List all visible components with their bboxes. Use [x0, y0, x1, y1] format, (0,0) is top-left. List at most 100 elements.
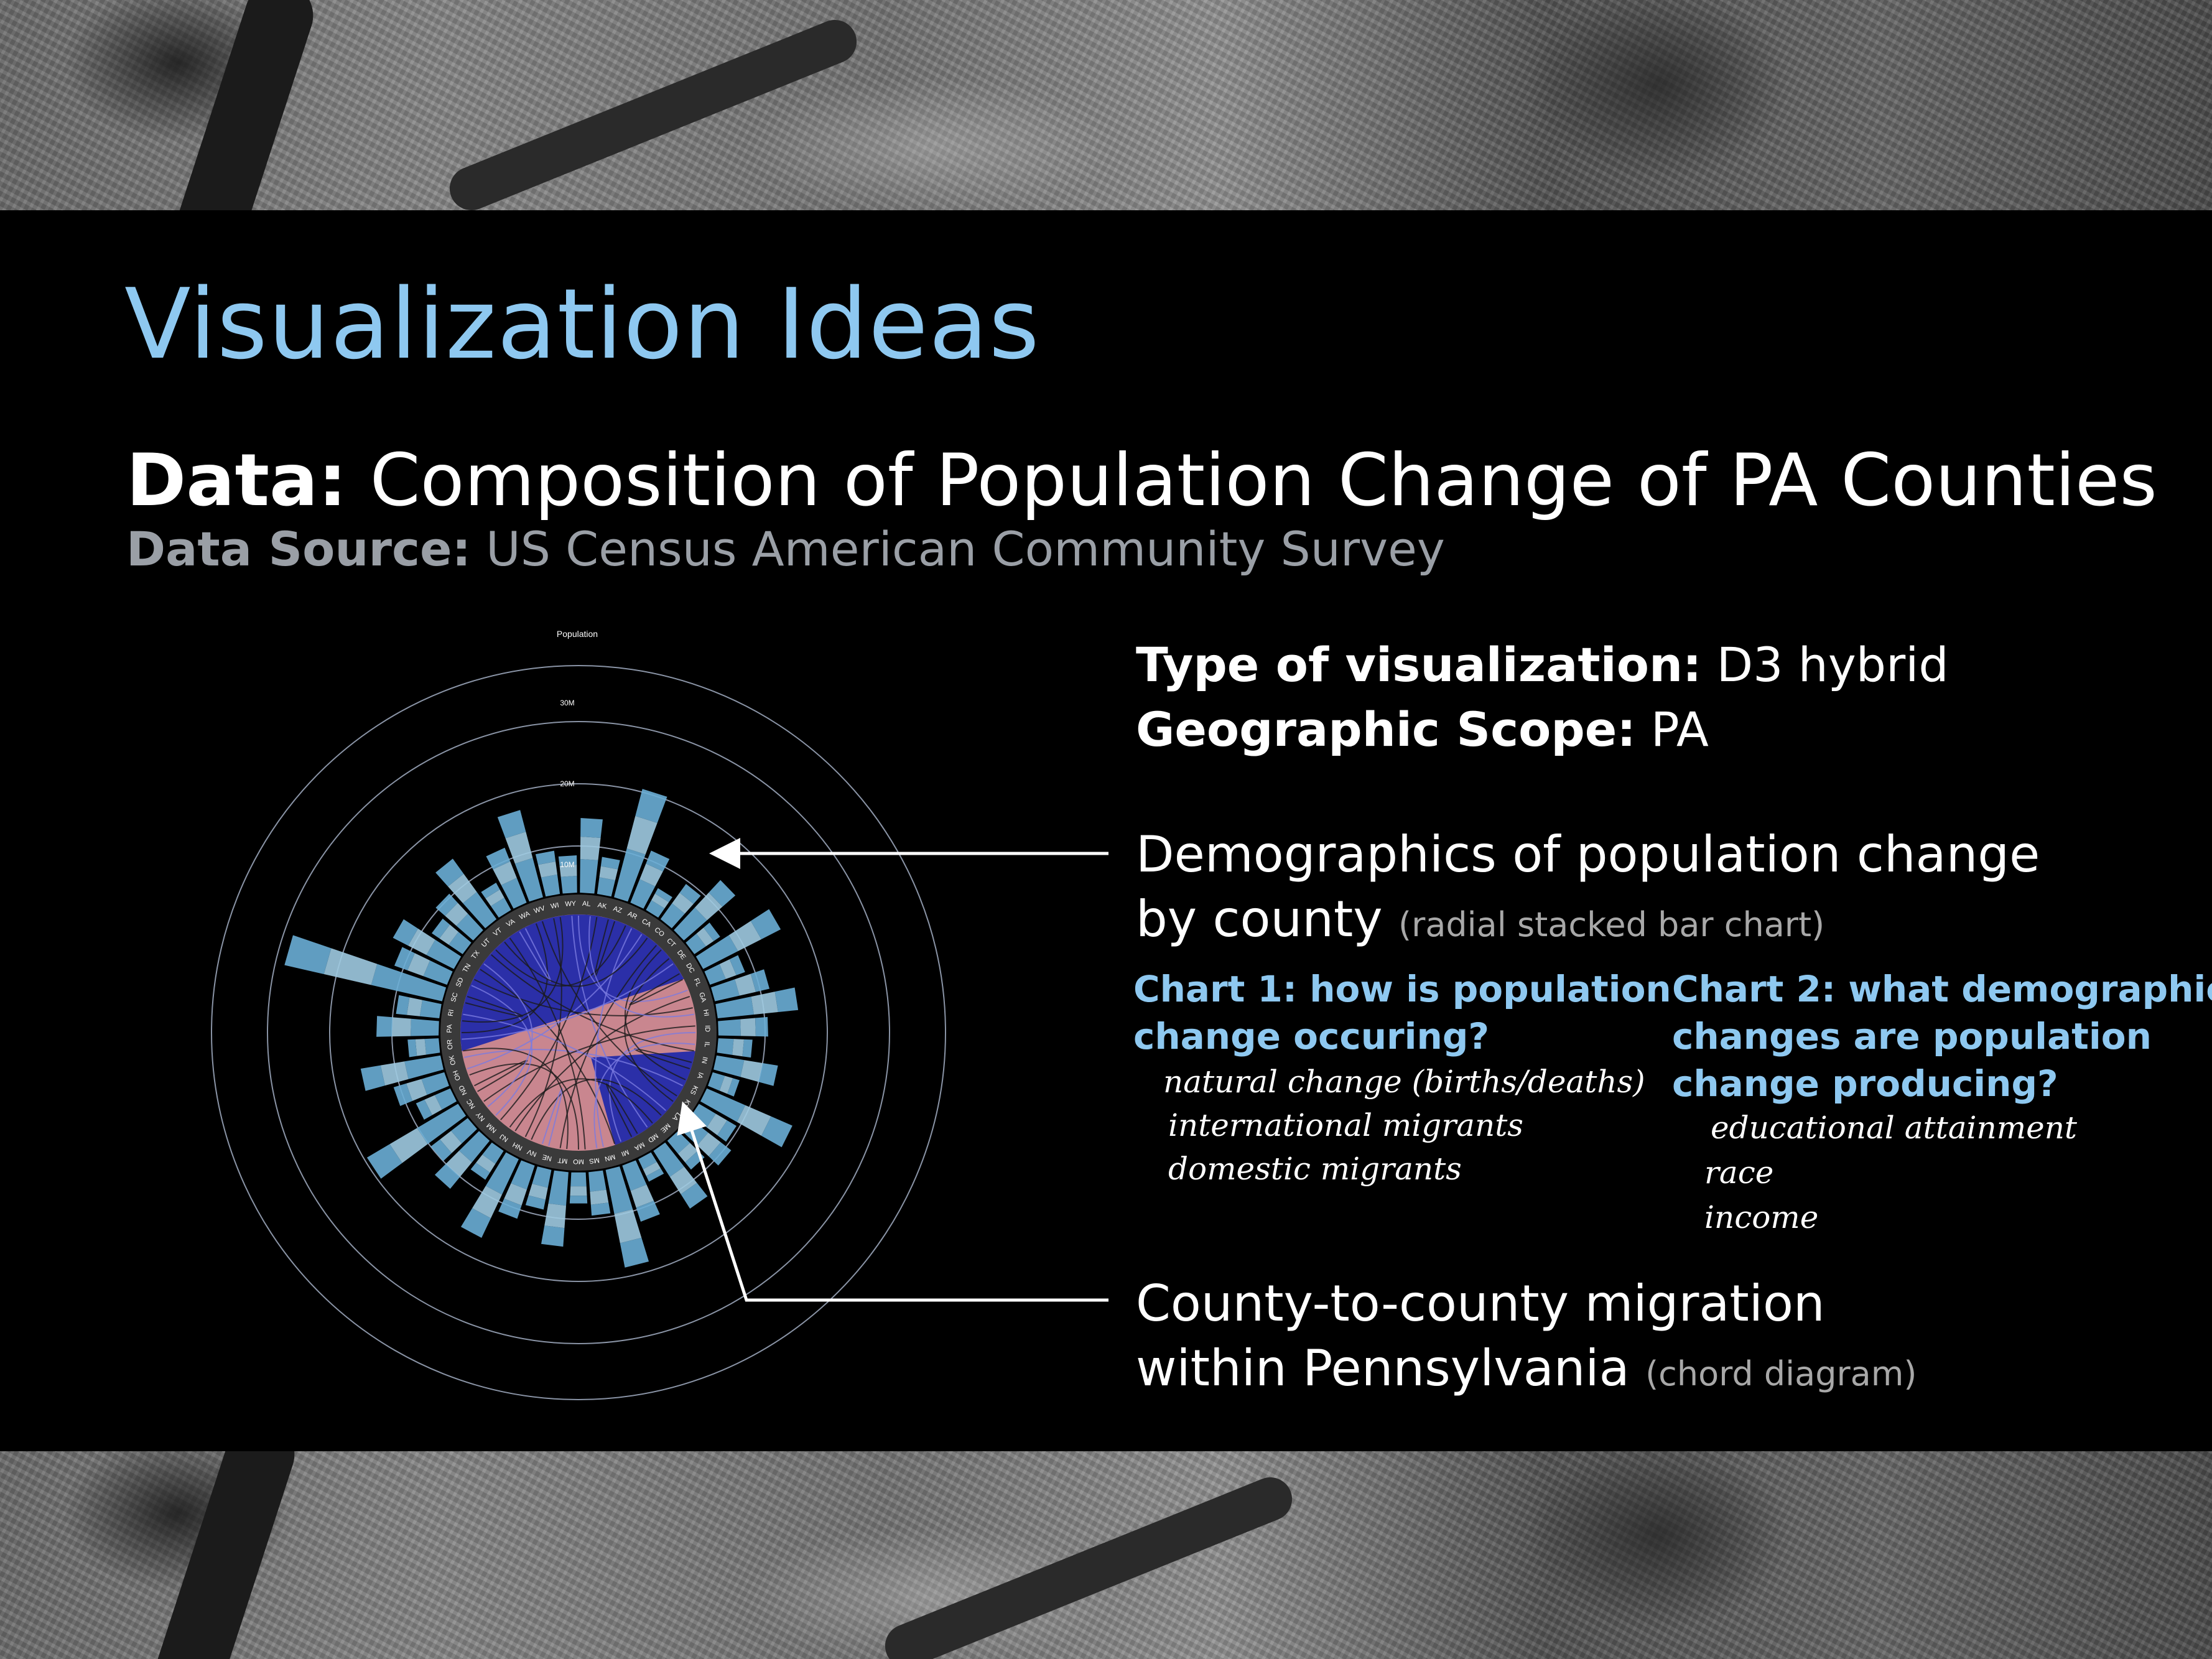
grid-ring	[211, 665, 946, 1400]
state-label: KS	[689, 1084, 699, 1095]
radial-bar-segment	[393, 1083, 412, 1106]
radial-bar-segment	[417, 1104, 467, 1145]
chord-line	[593, 1043, 695, 1148]
radial-bar-segment	[404, 1055, 444, 1079]
radial-bar-segment	[740, 1060, 763, 1082]
radial-bar-segment	[597, 877, 616, 897]
chord-line	[467, 934, 643, 1070]
state-label: GA	[697, 992, 707, 1003]
radial-bar-segment	[511, 1160, 535, 1190]
chord-line	[571, 916, 648, 1128]
radial-bar-segment	[525, 1195, 546, 1210]
state-label: NE	[542, 1153, 553, 1162]
chord-line	[559, 945, 657, 1148]
chord-line	[474, 978, 693, 1016]
radial-bar-segment	[622, 1160, 647, 1191]
migration-line2: within Pennsylvania	[1136, 1339, 1630, 1397]
state-label: NV	[526, 1148, 537, 1158]
radial-bar-segment	[424, 1038, 440, 1055]
radial-bar-segment	[630, 879, 656, 909]
radial-bar-segment	[504, 1183, 527, 1206]
radial-bar-segment	[696, 927, 714, 947]
axis-title: Population	[557, 629, 598, 639]
radial-bar-segment	[626, 816, 658, 855]
radial-bar-segment	[646, 850, 670, 871]
radial-bar-segment	[380, 1061, 409, 1086]
radial-chord-chart: AL AK AZARCACOCTDEDCFLGAHIIDILINIAKSKYLAME…	[211, 629, 946, 1400]
chart2-heading: Chart 2: what demographic changes are po…	[1672, 965, 2212, 1107]
state-label: WY	[565, 900, 577, 908]
radial-bar-segment	[482, 1142, 504, 1164]
chord-line	[471, 985, 532, 1116]
radial-bar-segment	[393, 919, 418, 946]
radial-bar-segment	[371, 964, 447, 1001]
radial-bar-segment	[497, 810, 526, 839]
migration-line2-wrap: within Pennsylvania (chord diagram)	[1136, 1336, 1917, 1406]
source-line: Data Source: US Census American Communit…	[126, 521, 1445, 577]
radial-bar-segment	[672, 893, 694, 914]
radial-bar-segment	[735, 974, 756, 996]
radial-bar-segment	[430, 1139, 452, 1161]
radial-bar-segment	[570, 1186, 587, 1196]
chord-line	[629, 973, 683, 1005]
migration-line1: County-to-county migration	[1136, 1275, 1825, 1332]
radial-bar-segment	[470, 1163, 490, 1180]
radial-bar-segment	[541, 874, 560, 897]
scope-value: PA	[1650, 702, 1709, 757]
state-label: IL	[703, 1041, 711, 1048]
demographics-callout: Demographics of population change by cou…	[1136, 822, 2040, 957]
radial-bar-segment	[719, 1076, 733, 1094]
chord-line	[480, 969, 616, 1145]
radial-bar-segment	[406, 997, 422, 1016]
radial-bar-segment	[638, 1152, 657, 1169]
radial-bar-segment	[421, 1072, 449, 1095]
radial-bar-segment	[614, 848, 646, 902]
radial-bar-segment	[654, 888, 672, 903]
state-label: MT	[557, 1156, 569, 1165]
chord-region	[591, 1051, 695, 1145]
radial-bar-segment	[406, 1079, 427, 1101]
state-label: WV	[533, 904, 546, 915]
radial-bar-segment	[569, 1196, 588, 1204]
state-label: AK	[597, 901, 608, 911]
radial-bar-segment	[538, 861, 557, 878]
radial-bar-segment	[635, 789, 667, 824]
river-shape	[138, 1451, 304, 1659]
chart-figure: AL AK AZ AR CA CO CT DE DC FL GA HI ID IL IN IA KS KY LA ME…	[149, 610, 1008, 1449]
radial-bar-segment	[728, 921, 761, 952]
radial-bar-segment	[570, 1172, 587, 1187]
chart2-item: educational attainment	[1711, 1110, 2077, 1146]
chart1-heading-line1: Chart 1: how is population	[1133, 968, 1671, 1010]
type-line: Type of visualization: D3 hybrid	[1136, 637, 1949, 692]
radial-bar-segment	[434, 1088, 457, 1110]
radial-bar-segment	[646, 900, 665, 918]
state-label: ID	[704, 1025, 711, 1032]
chord-line	[462, 963, 674, 1040]
state-label: OH	[452, 1069, 462, 1082]
radial-bar-segment	[560, 876, 577, 894]
state-label: AL	[582, 900, 591, 908]
radial-bar-segment	[685, 933, 706, 954]
state-label: SC	[450, 992, 460, 1003]
radial-bar-segment	[755, 1016, 768, 1037]
chord-line	[588, 916, 694, 1018]
data-value: Composition of Population Change of PA C…	[369, 439, 2157, 523]
chord-line	[514, 995, 690, 1132]
chord-line	[500, 917, 598, 1120]
radial-bar-segment	[416, 1099, 432, 1120]
radial-bar-segment	[717, 1038, 734, 1055]
chart1-heading: Chart 1: how is population change occuri…	[1133, 965, 1671, 1060]
radial-bar-segment	[435, 893, 458, 916]
chord-line	[464, 1049, 683, 1087]
radial-bar-segment	[667, 1131, 690, 1154]
state-label: AZ	[612, 905, 623, 915]
radial-bar-segment	[448, 873, 477, 903]
radial-bar-segment	[558, 855, 577, 866]
chart2-heading-line2: changes are population	[1672, 1015, 2152, 1057]
radial-bar-segment	[419, 1000, 442, 1019]
state-label: IA	[695, 1071, 705, 1080]
radial-bar-segment	[501, 878, 527, 909]
slide-title: Visualization Ideas	[124, 267, 1040, 381]
radial-bar-segment	[485, 889, 504, 906]
state-label: IN	[700, 1056, 709, 1064]
